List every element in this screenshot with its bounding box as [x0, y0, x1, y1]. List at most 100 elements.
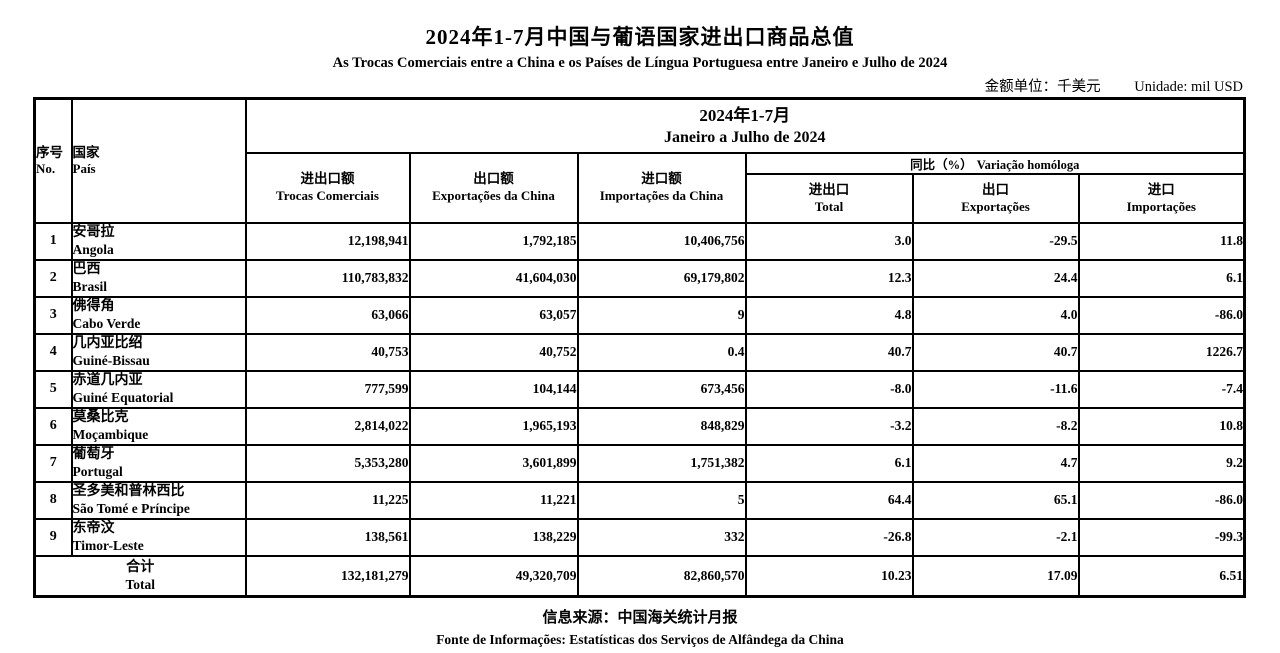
cell-yoy-total: 3.0	[744, 221, 914, 261]
country-name-pt: Guiné-Bissau	[72, 352, 150, 368]
country-name-pt: Cabo Verde	[72, 315, 141, 331]
cell-yoy-total: -8.0	[744, 369, 914, 409]
total-exports-value: 49,320,709	[408, 554, 579, 598]
header-row-groups: 进出口额 Trocas Comerciais 出口额 Exportações d…	[35, 151, 1246, 224]
col-header-yoy-imports-pt: Importações	[1126, 198, 1196, 214]
row-number: 8	[33, 480, 73, 520]
cell-yoy-total: 4.8	[744, 295, 914, 335]
cell-imports: 5	[576, 480, 747, 520]
total-yoy-exports-value: 17.09	[911, 554, 1080, 598]
country-name-zh: 葡萄牙	[72, 446, 115, 462]
cell-yoy-imports: -86.0	[1077, 295, 1246, 335]
yoy-group-header-zh: 同比（%）	[910, 157, 973, 172]
country-cell: 佛得角 Cabo Verde	[70, 295, 247, 335]
cell-yoy-imports: -99.3	[1077, 517, 1246, 557]
col-header-yoy-exports-pt: Exportações	[961, 198, 1030, 214]
col-header-country: 国家 País	[70, 97, 247, 224]
col-header-trade: 进出口额 Trocas Comerciais	[244, 151, 411, 224]
cell-trade-total: 110,783,832	[244, 258, 411, 298]
cell-yoy-total: 12.3	[744, 258, 914, 298]
period-header-pt: Janeiro a Julho de 2024	[664, 129, 826, 147]
country-name-pt: São Tomé e Príncipe	[72, 500, 190, 516]
cell-yoy-exports: 24.4	[911, 258, 1080, 298]
cell-trade-total: 11,225	[244, 480, 411, 520]
period-header: 2024年1-7月 Janeiro a Julho de 2024	[244, 97, 1246, 154]
cell-exports: 138,229	[408, 517, 579, 557]
cell-trade-total: 12,198,941	[244, 221, 411, 261]
country-name-zh: 东帝汶	[72, 520, 115, 536]
unit-note-pt: Unidade: mil USD	[1134, 79, 1243, 95]
total-label-zh: 合计	[126, 560, 155, 576]
cell-imports: 673,456	[576, 369, 747, 409]
country-cell: 巴西 Brasil	[70, 258, 247, 298]
cell-trade-total: 2,814,022	[244, 406, 411, 446]
cell-yoy-exports: 65.1	[911, 480, 1080, 520]
col-header-exports-pt: Exportações da China	[432, 188, 555, 204]
cell-exports: 1,792,185	[408, 221, 579, 261]
cell-exports: 41,604,030	[408, 258, 579, 298]
total-yoy-total-value: 10.23	[744, 554, 914, 598]
cell-exports: 3,601,899	[408, 443, 579, 483]
page-subtitle: As Trocas Comerciais entre a China e os …	[332, 55, 948, 71]
total-trade-value: 132,181,279	[244, 554, 411, 598]
col-header-exports-zh: 出口额	[473, 171, 514, 187]
table-row: 1 安哥拉 Angola 12,198,941 1,792,185 10,406…	[33, 221, 1246, 261]
trade-table-container: 序号 No. 国家 País 2024年1-7月 Janeiro a Julho…	[33, 97, 1247, 598]
col-header-trade-zh: 进出口额	[300, 171, 355, 187]
country-name-zh: 安哥拉	[72, 224, 115, 240]
cell-exports: 63,057	[408, 295, 579, 335]
row-number: 1	[33, 221, 73, 261]
cell-imports: 10,406,756	[576, 221, 747, 261]
cell-trade-total: 138,561	[244, 517, 411, 557]
cell-yoy-total: -26.8	[744, 517, 914, 557]
row-number: 4	[33, 332, 73, 372]
row-number: 3	[33, 295, 73, 335]
country-name-pt: Timor-Leste	[72, 537, 144, 553]
table-row: 4 几内亚比绍 Guiné-Bissau 40,753 40,752 0.4 4…	[33, 332, 1246, 372]
cell-yoy-exports: 4.0	[911, 295, 1080, 335]
cell-imports: 69,179,802	[576, 258, 747, 298]
col-header-yoy-exports: 出口 Exportações	[911, 172, 1080, 224]
table-row: 6 莫桑比克 Moçambique 2,814,022 1,965,193 84…	[33, 406, 1246, 446]
country-name-zh: 赤道几内亚	[72, 372, 143, 388]
cell-yoy-imports: 6.1	[1077, 258, 1246, 298]
row-number: 9	[33, 517, 73, 557]
row-number: 5	[33, 369, 73, 409]
country-name-pt: Moçambique	[72, 426, 149, 442]
cell-trade-total: 40,753	[244, 332, 411, 372]
cell-exports: 1,965,193	[408, 406, 579, 446]
col-header-yoy-total-zh: 进出口	[808, 181, 850, 197]
table-row: 8 圣多美和普林西比 São Tomé e Príncipe 11,225 11…	[33, 480, 1246, 520]
cell-trade-total: 777,599	[244, 369, 411, 409]
total-label-cell: 合计 Total	[33, 554, 247, 598]
cell-yoy-imports: 9.2	[1077, 443, 1246, 483]
source-note-zh: 信息来源：中国海关统计月报	[542, 609, 738, 626]
col-header-number-pt: No.	[36, 161, 56, 177]
country-cell: 安哥拉 Angola	[70, 221, 247, 261]
col-header-imports: 进口额 Importações da China	[576, 151, 747, 224]
cell-yoy-exports: 40.7	[911, 332, 1080, 372]
country-name-pt: Angola	[72, 241, 114, 257]
table-footer: 合计 Total 132,181,279 49,320,709 82,860,5…	[33, 554, 1246, 598]
country-name-zh: 几内亚比绍	[72, 335, 143, 351]
country-cell: 圣多美和普林西比 São Tomé e Príncipe	[70, 480, 247, 520]
table-row: 5 赤道几内亚 Guiné Equatorial 777,599 104,144…	[33, 369, 1246, 409]
col-header-imports-pt: Importações da China	[599, 188, 724, 204]
unit-note: 金额单位：千美元 Unidade: mil USD	[985, 75, 1243, 96]
cell-yoy-imports: 11.8	[1077, 221, 1246, 261]
country-cell: 葡萄牙 Portugal	[70, 443, 247, 483]
period-header-zh: 2024年1-7月	[699, 106, 791, 126]
cell-yoy-exports: -2.1	[911, 517, 1080, 557]
cell-exports: 11,221	[408, 480, 579, 520]
country-name-pt: Portugal	[72, 463, 123, 479]
table-body: 1 安哥拉 Angola 12,198,941 1,792,185 10,406…	[33, 221, 1246, 557]
total-imports-value: 82,860,570	[576, 554, 747, 598]
col-header-yoy-total: 进出口 Total	[744, 172, 914, 224]
table-row: 2 巴西 Brasil 110,783,832 41,604,030 69,17…	[33, 258, 1246, 298]
col-header-country-zh: 国家	[72, 144, 100, 160]
cell-yoy-total: 6.1	[744, 443, 914, 483]
trade-table: 序号 No. 国家 País 2024年1-7月 Janeiro a Julho…	[33, 97, 1247, 598]
cell-imports: 848,829	[576, 406, 747, 446]
country-cell: 莫桑比克 Moçambique	[70, 406, 247, 446]
